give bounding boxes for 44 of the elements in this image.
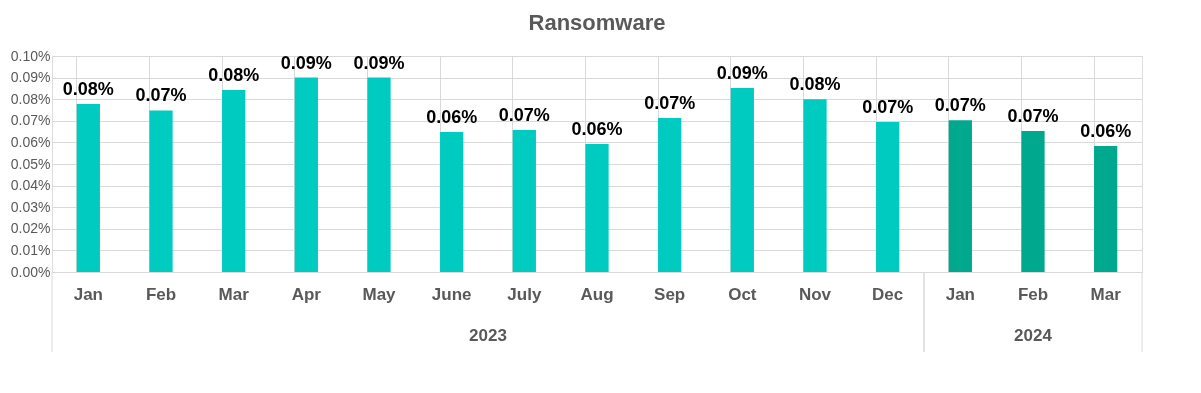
x-tick-label: June	[431, 284, 472, 304]
x-tick-label: Aug	[580, 284, 614, 304]
x-tick-label: Jan	[73, 284, 103, 304]
data-label: 0.06%	[571, 118, 623, 139]
y-tick-label: 0.06%	[10, 133, 51, 150]
text: 2023	[469, 326, 507, 345]
x-tick-label: Feb	[145, 284, 177, 304]
data-label: 0.06%	[1080, 121, 1132, 142]
x-tick-label: Oct	[728, 284, 757, 304]
y-tick-label: 0.09%	[10, 69, 51, 86]
y-tick-label: 0.10%	[10, 47, 51, 64]
y-tick-label: 0.01%	[10, 241, 51, 258]
data-label: 0.08%	[789, 74, 841, 95]
y-tick-label: 0.07%	[10, 112, 51, 129]
x-tick-label: July	[507, 284, 542, 304]
x-tick-label: Apr	[291, 284, 322, 304]
data-label: 0.08%	[208, 64, 260, 85]
chart-title: Ransomware	[528, 10, 666, 35]
data-label: 0.07%	[862, 97, 914, 118]
y-tick-label: 0.04%	[10, 177, 51, 194]
x-tick-label: Nov	[798, 284, 832, 304]
x-tick-label: May	[362, 284, 397, 304]
y-tick-label: 0.03%	[10, 198, 51, 215]
x-tick-label: Mar	[218, 284, 250, 304]
data-label: 0.07%	[644, 92, 696, 113]
y-tick-label: 0.05%	[10, 155, 51, 172]
data-label: 0.09%	[716, 62, 768, 83]
data-label: 0.08%	[62, 78, 114, 99]
x-tick-label: Jan	[945, 284, 975, 304]
text: 2024	[1014, 326, 1053, 345]
data-label: 0.09%	[280, 52, 332, 73]
data-label: 0.07%	[498, 105, 550, 126]
data-label: 0.07%	[934, 95, 986, 116]
x-tick-label: Dec	[872, 284, 904, 304]
y-tick-label: 0.00%	[10, 263, 51, 280]
data-label: 0.07%	[135, 85, 187, 106]
data-label: 0.07%	[1007, 105, 1059, 126]
y-tick-label: 0.02%	[10, 220, 51, 237]
data-label: 0.06%	[426, 107, 478, 128]
x-tick-label: Mar	[1090, 284, 1122, 304]
x-tick-label: Sep	[654, 284, 686, 304]
data-label: 0.09%	[353, 52, 405, 73]
x-tick-label: Feb	[1017, 284, 1049, 304]
y-tick-label: 0.08%	[10, 90, 51, 107]
